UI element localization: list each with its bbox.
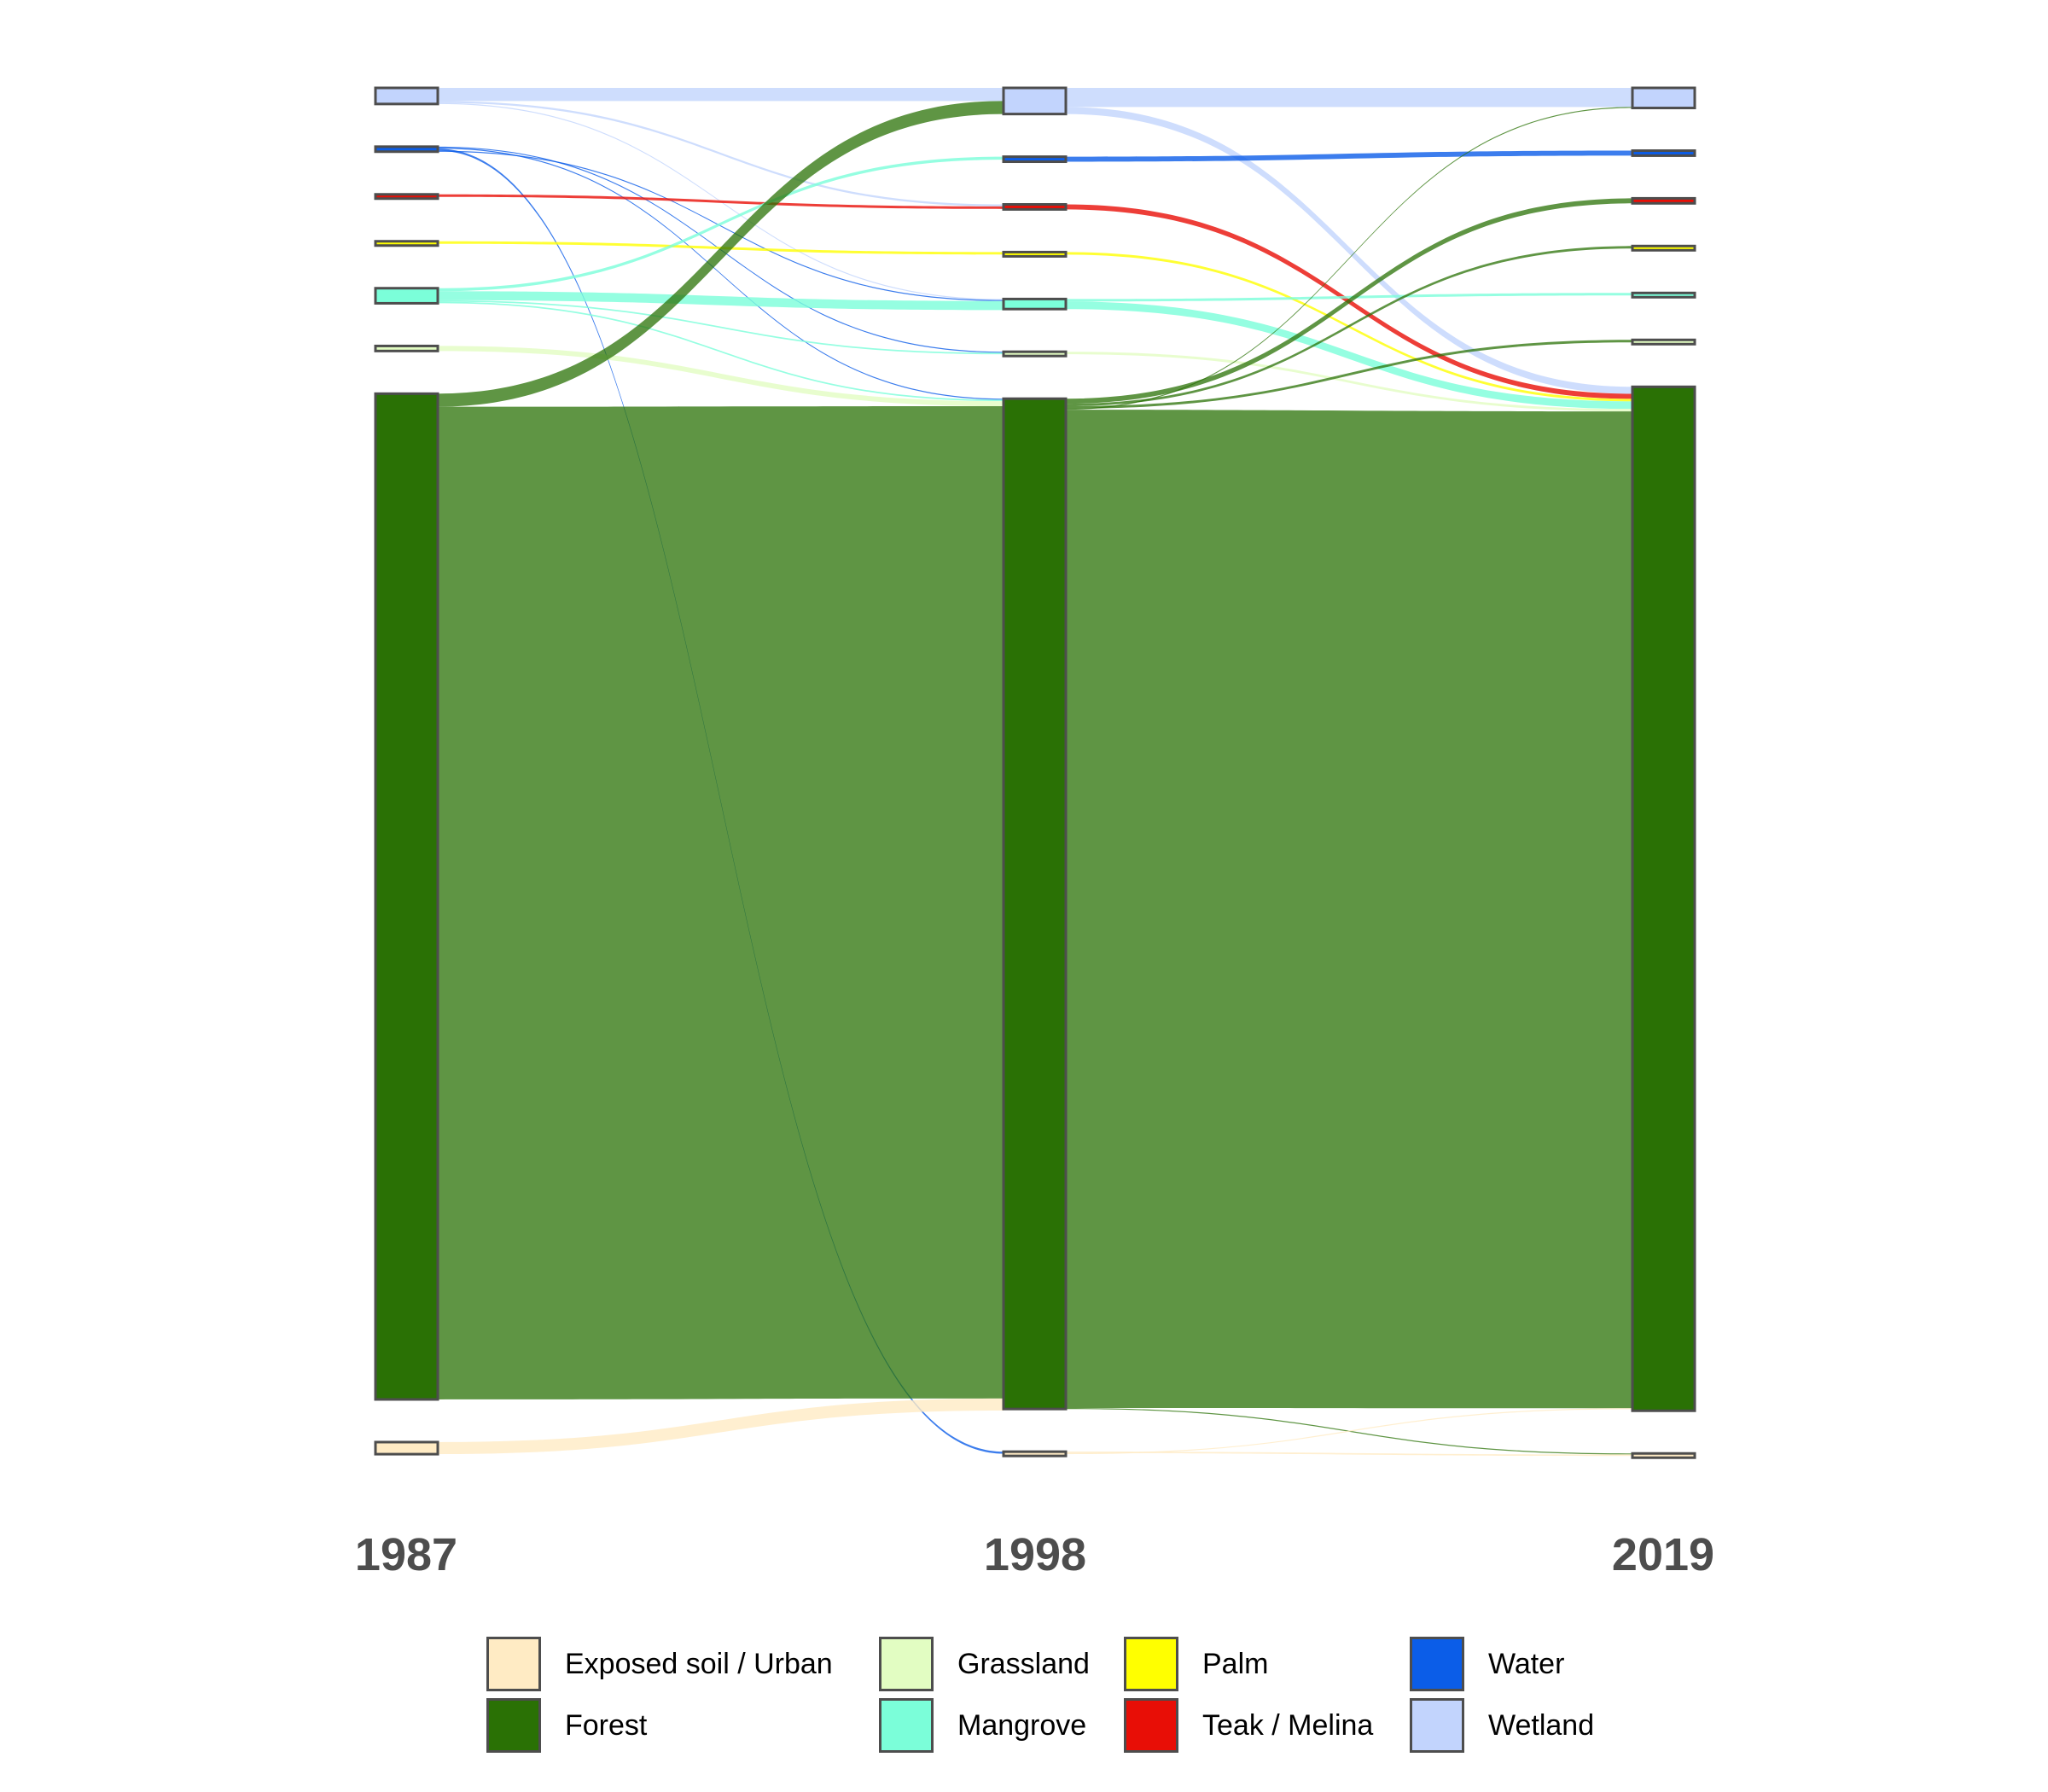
node-1998-water xyxy=(1002,155,1068,164)
flow-1998-mangrove-to-2019-forest xyxy=(1066,301,1632,410)
flow-1987-teak-melina-to-1998-teak-melina xyxy=(438,194,1004,209)
axis-label-1998: 1998 xyxy=(984,1529,1086,1580)
axis-label-1987: 1987 xyxy=(355,1529,457,1580)
node-1987-wetland xyxy=(374,86,439,106)
node-2019-exposed-soil-urban xyxy=(1631,1452,1696,1459)
node-1998-wetland xyxy=(1002,86,1068,116)
legend-label-water: Water xyxy=(1488,1647,1565,1680)
flows-layer xyxy=(438,88,1632,1457)
node-2019-palm xyxy=(1631,244,1696,252)
node-2019-grassland xyxy=(1631,338,1696,346)
node-2019-wetland xyxy=(1631,86,1696,110)
legend-item-forest: Forest xyxy=(486,1696,647,1755)
legend-item-water: Water xyxy=(1410,1634,1564,1694)
node-1987-water xyxy=(374,145,439,154)
legend-key-wetland xyxy=(1410,1698,1464,1753)
legend-label-mangrove: Mangrove xyxy=(957,1708,1087,1742)
legend-label-teak-melina: Teak / Melina xyxy=(1202,1708,1374,1742)
legend-item-wetland: Wetland xyxy=(1410,1696,1594,1755)
legend-key-exposed-soil-urban xyxy=(486,1637,541,1691)
legend-key-palm xyxy=(1124,1637,1178,1691)
legend-key-water xyxy=(1410,1637,1464,1691)
nodes-layer xyxy=(374,86,1696,1459)
legend-item-teak-melina: Teak / Melina xyxy=(1124,1696,1373,1755)
flow-1998-wetland-to-2019-wetland xyxy=(1066,88,1632,108)
node-1998-grassland xyxy=(1002,350,1068,358)
node-2019-teak-melina xyxy=(1631,196,1696,205)
node-1987-palm xyxy=(374,240,439,247)
flow-1987-forest-to-1998-wetland xyxy=(438,101,1004,407)
legend-item-palm: Palm xyxy=(1124,1634,1268,1694)
legend-key-teak-melina xyxy=(1124,1698,1178,1753)
node-1998-exposed-soil-urban xyxy=(1002,1450,1068,1457)
flow-1998-forest-to-2019-grassland xyxy=(1066,340,1632,409)
flow-1987-water-to-1998-forest xyxy=(438,148,1004,400)
legend-item-exposed-soil-urban: Exposed soil / Urban xyxy=(486,1634,833,1694)
legend-label-exposed-soil-urban: Exposed soil / Urban xyxy=(565,1647,833,1680)
flow-1998-grassland-to-2019-forest xyxy=(1066,352,1632,412)
flow-1987-forest-to-1998-forest xyxy=(438,406,1004,1399)
legend-key-mangrove xyxy=(879,1698,934,1753)
flow-1998-exposed-soil-urban-to-2019-exposed-soil-urban xyxy=(1066,1452,1632,1457)
flow-1987-mangrove-to-1998-mangrove xyxy=(438,291,1004,311)
node-2019-water xyxy=(1631,149,1696,157)
node-1998-mangrove xyxy=(1002,297,1068,311)
legend-key-forest xyxy=(486,1698,541,1753)
legend: Exposed soil / Urban Forest Grassland Ma… xyxy=(486,1634,1681,1762)
flow-1987-mangrove-to-1998-water xyxy=(438,156,1004,292)
flow-1987-wetland-to-1998-wetland xyxy=(438,88,1004,102)
flow-1998-wetland-to-2019-forest xyxy=(1066,107,1632,394)
node-2019-mangrove xyxy=(1631,291,1696,299)
node-1998-palm xyxy=(1002,250,1068,258)
flow-1998-forest-to-2019-wetland xyxy=(1066,107,1632,410)
legend-label-wetland: Wetland xyxy=(1488,1708,1595,1742)
legend-label-grassland: Grassland xyxy=(957,1647,1090,1680)
legend-item-mangrove: Mangrove xyxy=(879,1696,1086,1755)
legend-item-grassland: Grassland xyxy=(879,1634,1090,1694)
flow-1998-forest-to-2019-forest xyxy=(1066,410,1632,1409)
node-1998-forest xyxy=(1002,397,1068,1411)
node-1987-mangrove xyxy=(374,287,439,305)
node-1987-forest xyxy=(374,392,439,1401)
legend-label-palm: Palm xyxy=(1202,1647,1269,1680)
node-1987-teak-melina xyxy=(374,193,439,201)
flow-1987-water-to-1998-mangrove xyxy=(438,150,1004,301)
flow-1987-exposed-soil-urban-to-1998-forest xyxy=(438,1398,1004,1455)
legend-key-grassland xyxy=(879,1637,934,1691)
node-2019-forest xyxy=(1631,385,1696,1412)
node-1987-grassland xyxy=(374,344,439,352)
node-1998-teak-melina xyxy=(1002,203,1068,211)
flow-1998-mangrove-to-2019-mangrove xyxy=(1066,293,1632,302)
flow-1987-wetland-to-1998-teak-melina xyxy=(438,101,1004,207)
axis-labels-layer: 1987 1998 2019 xyxy=(355,1529,1714,1580)
node-1987-exposed-soil-urban xyxy=(374,1440,439,1456)
legend-label-forest: Forest xyxy=(565,1708,648,1742)
flow-1998-forest-to-2019-teak-melina xyxy=(1066,198,1632,404)
flow-1987-mangrove-to-1998-grassland xyxy=(438,300,1004,355)
flow-1998-forest-to-2019-palm xyxy=(1066,246,1632,407)
flow-1998-exposed-soil-urban-to-2019-forest xyxy=(1066,1408,1632,1455)
axis-label-2019: 2019 xyxy=(1612,1529,1714,1580)
flow-1998-water-to-2019-water xyxy=(1066,150,1632,162)
flow-1987-grassland-to-1998-forest xyxy=(438,346,1004,407)
flow-1987-mangrove-to-1998-forest xyxy=(438,301,1004,402)
